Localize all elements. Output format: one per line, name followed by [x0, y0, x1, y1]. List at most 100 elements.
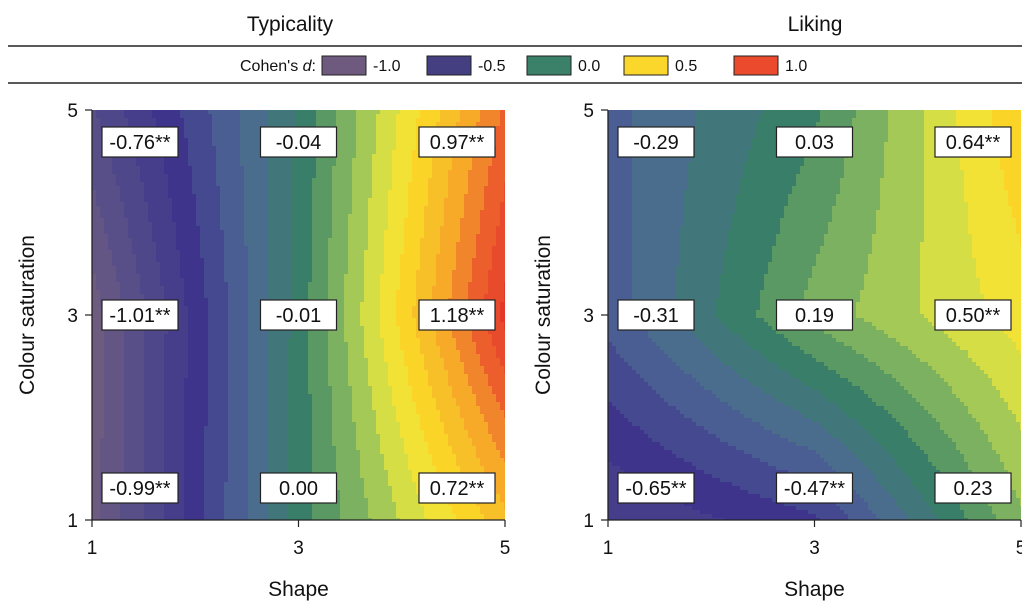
- heatmap-cell: [220, 506, 225, 511]
- heatmap-cell: [116, 346, 121, 351]
- heatmap-cell: [264, 230, 269, 235]
- heatmap-cell: [144, 518, 149, 520]
- heatmap-cell: [148, 510, 153, 515]
- heatmap-cell: [240, 374, 245, 379]
- heatmap-cell: [104, 234, 109, 239]
- heatmap-cell: [208, 126, 213, 131]
- heatmap-cell: [244, 390, 249, 395]
- heatmap-cell: [264, 166, 269, 171]
- heatmap-cell: [284, 238, 289, 243]
- heatmap-cell: [260, 510, 265, 515]
- heatmap-cell: [160, 230, 165, 235]
- heatmap-cell: [108, 346, 113, 351]
- heatmap-cell: [248, 234, 253, 239]
- heatmap-cell: [128, 210, 133, 215]
- heatmap-cell: [232, 226, 237, 231]
- heatmap-cell: [136, 110, 141, 115]
- heatmap-cell: [208, 390, 213, 395]
- heatmap-cell: [172, 402, 177, 407]
- heatmap-cell: [268, 422, 273, 427]
- heatmap-cell: [240, 202, 245, 207]
- heatmap-cell: [196, 190, 201, 195]
- heatmap-cell: [136, 190, 141, 195]
- heatmap-cell: [184, 290, 189, 295]
- heatmap-cell: [204, 490, 209, 495]
- heatmap-cell: [140, 422, 145, 427]
- heatmap-cell: [232, 330, 237, 335]
- heatmap-cell: [180, 490, 185, 495]
- heatmap-cell: [212, 450, 217, 455]
- heatmap-cell: [132, 158, 137, 163]
- heatmap-cell: [140, 350, 145, 355]
- heatmap-cell: [184, 186, 189, 191]
- heatmap-cell: [208, 218, 213, 223]
- heatmap-cell: [184, 446, 189, 451]
- heatmap-cell: [168, 386, 173, 391]
- heatmap-cell: [268, 158, 273, 163]
- heatmap-cell: [184, 406, 189, 411]
- heatmap-cell: [268, 502, 273, 507]
- heatmap-cell: [212, 382, 217, 387]
- heatmap-cell: [100, 118, 105, 123]
- heatmap-cell: [120, 254, 125, 259]
- heatmap-cell: [192, 310, 197, 315]
- heatmap-cell: [220, 182, 225, 187]
- heatmap-cell: [236, 126, 241, 131]
- heatmap-cell: [120, 206, 125, 211]
- heatmap-cell: [196, 346, 201, 351]
- heatmap-cell: [248, 426, 253, 431]
- heatmap-cell: [168, 502, 173, 507]
- heatmap-cell: [180, 178, 185, 183]
- heatmap-cell: [196, 142, 201, 147]
- heatmap-cell: [216, 390, 221, 395]
- heatmap-cell: [244, 206, 249, 211]
- heatmap-cell: [276, 454, 281, 459]
- heatmap-cell: [152, 198, 157, 203]
- heatmap-cell: [164, 238, 169, 243]
- heatmap-cell: [136, 202, 141, 207]
- heatmap-cell: [256, 206, 261, 211]
- heatmap-cell: [240, 282, 245, 287]
- heatmap-cell: [124, 174, 129, 179]
- heatmap-cell: [116, 230, 121, 235]
- heatmap-cell: [140, 270, 145, 275]
- heatmap-cell: [108, 414, 113, 419]
- heatmap-cell: [148, 110, 153, 115]
- heatmap-cell: [156, 386, 161, 391]
- heatmap-cell: [120, 158, 125, 163]
- heatmap-cell: [128, 278, 133, 283]
- heatmap-cell: [104, 262, 109, 267]
- heatmap-cell: [204, 246, 209, 251]
- heatmap-cell: [132, 174, 137, 179]
- heatmap-cell: [220, 382, 225, 387]
- heatmap-cell: [236, 386, 241, 391]
- heatmap-cell: [172, 354, 177, 359]
- heatmap-cell: [188, 186, 193, 191]
- heatmap-cell: [192, 158, 197, 163]
- heatmap-cell: [216, 246, 221, 251]
- heatmap-cell: [280, 270, 285, 275]
- heatmap-cell: [232, 474, 237, 479]
- heatmap-cell: [268, 202, 273, 207]
- heatmap-cell: [240, 134, 245, 139]
- heatmap-cell: [100, 334, 105, 339]
- heatmap-cell: [244, 502, 249, 507]
- heatmap-cell: [192, 246, 197, 251]
- heatmap-cell: [92, 426, 97, 431]
- heatmap-cell: [172, 158, 177, 163]
- heatmap-cell: [112, 418, 117, 423]
- heatmap-cell: [200, 242, 205, 247]
- heatmap-cell: [244, 518, 249, 520]
- heatmap-cell: [156, 294, 161, 299]
- heatmap-cell: [204, 290, 209, 295]
- heatmap-cell: [208, 138, 213, 143]
- heatmap-cell: [132, 442, 137, 447]
- legend-title-suffix: :: [312, 58, 316, 75]
- heatmap-cell: [228, 510, 233, 515]
- heatmap-cell: [140, 398, 145, 403]
- heatmap-cell: [152, 346, 157, 351]
- heatmap-cell: [204, 466, 209, 471]
- heatmap-cell: [168, 162, 173, 167]
- heatmap-cell: [96, 398, 101, 403]
- heatmap-cell: [192, 146, 197, 151]
